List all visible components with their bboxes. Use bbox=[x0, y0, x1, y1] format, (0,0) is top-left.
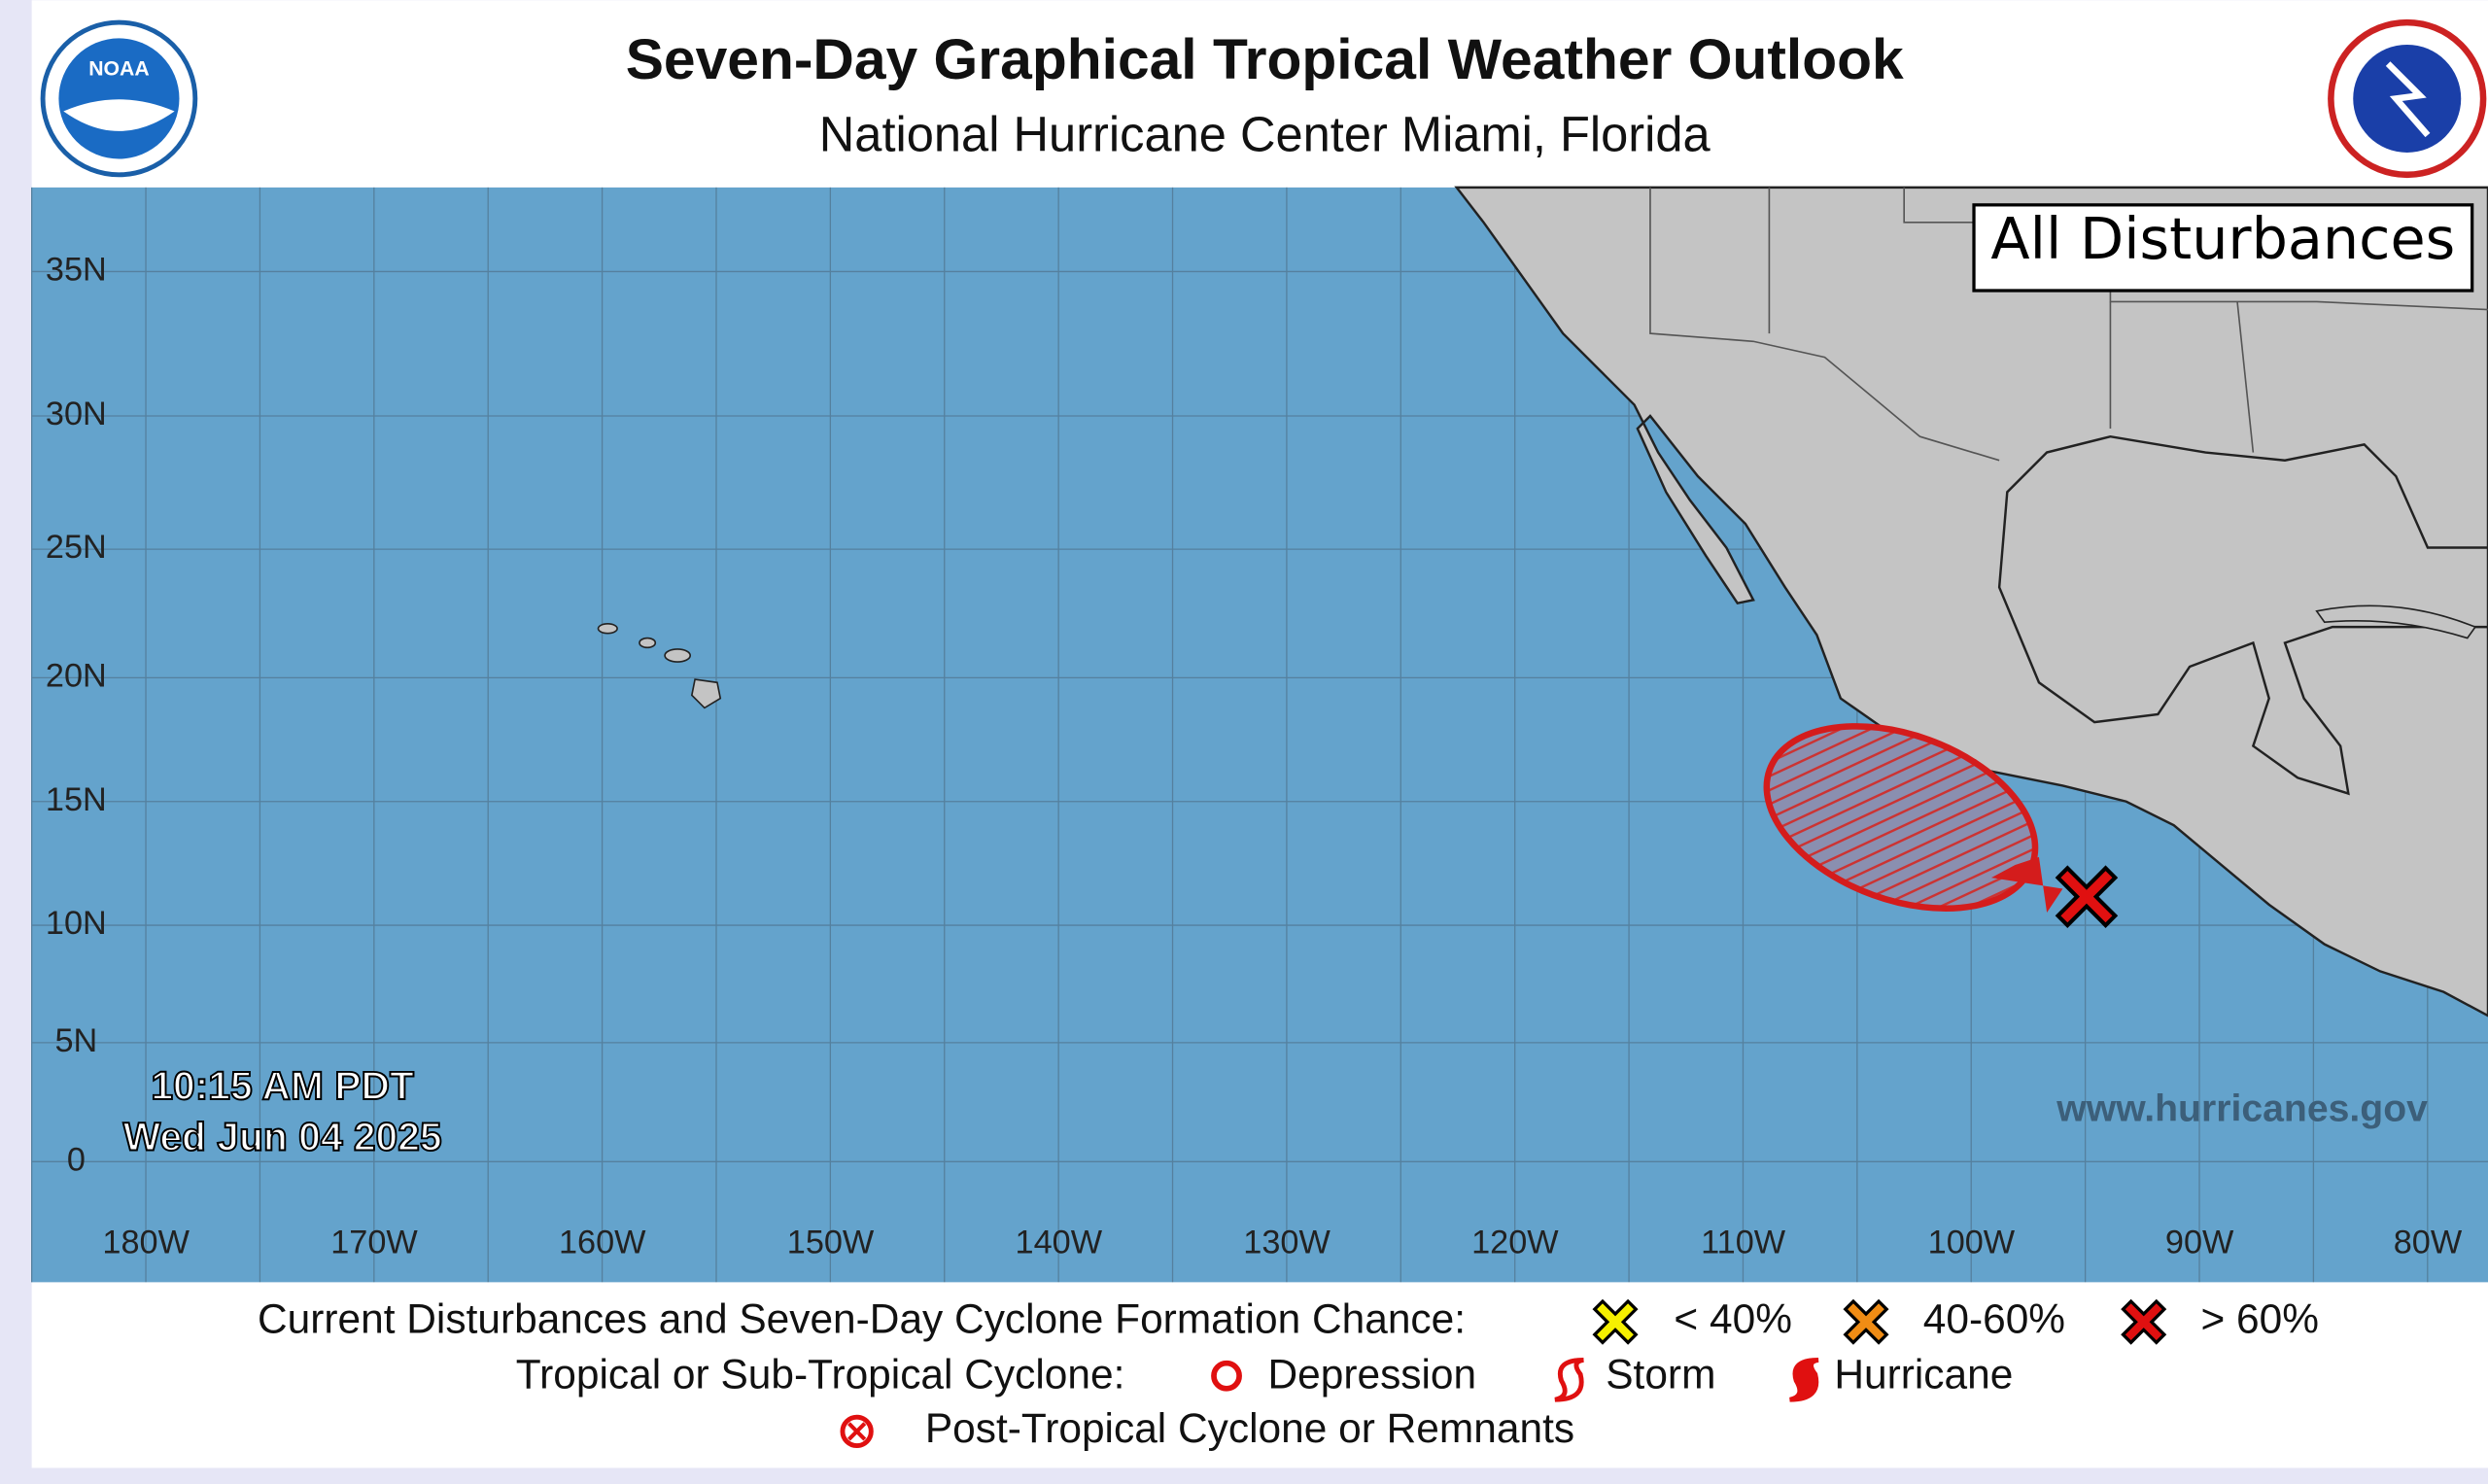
formation-chance: > 60% bbox=[2200, 1295, 2319, 1341]
lon-label: 90W bbox=[2165, 1224, 2234, 1260]
lon-label: 100W bbox=[1928, 1224, 2016, 1260]
legend-bg bbox=[31, 1282, 2488, 1468]
depression-icon bbox=[1211, 1360, 1242, 1392]
arrow bbox=[1990, 856, 2063, 914]
lat-label: 25N bbox=[46, 529, 107, 566]
lon-label: 150W bbox=[787, 1224, 875, 1260]
cyclone-type: Storm bbox=[1606, 1352, 1715, 1398]
svg-text:NOAA: NOAA bbox=[88, 58, 149, 81]
x-icon bbox=[1592, 1298, 1639, 1345]
cyclone-type: Hurricane bbox=[1834, 1352, 2013, 1398]
lat-label: 5N bbox=[54, 1022, 97, 1059]
noaa-logo: NOAA bbox=[40, 19, 198, 178]
subtitle: National Hurricane Center Miami, Florida bbox=[819, 107, 1711, 162]
lon-label: 140W bbox=[1016, 1224, 1103, 1260]
cuba bbox=[2315, 604, 2477, 639]
badge-box bbox=[1972, 203, 2474, 293]
x-icon bbox=[1843, 1298, 1889, 1345]
nws-logo bbox=[2328, 18, 2487, 179]
website: www.hurricanes.gov bbox=[2056, 1087, 2428, 1129]
lon-label: 110W bbox=[1701, 1224, 1786, 1260]
title: Seven-Day Graphical Tropical Weather Out… bbox=[626, 28, 1904, 91]
lon-label: 80W bbox=[2394, 1224, 2463, 1260]
legend-formation-label: Current Disturbances and Seven-Day Cyclo… bbox=[258, 1295, 1466, 1341]
cyclone-type: Depression bbox=[1267, 1352, 1476, 1398]
lat-label: 30N bbox=[46, 396, 107, 432]
hawaii bbox=[597, 623, 722, 709]
post-tropical-icon bbox=[840, 1414, 874, 1449]
timestamp-time: 10:15 AM PDT bbox=[151, 1063, 414, 1108]
lat-label: 10N bbox=[46, 905, 107, 942]
disturbance-x bbox=[2055, 865, 2119, 928]
lon-label: 130W bbox=[1243, 1224, 1330, 1260]
legend-cyclone-label: Tropical or Sub-Tropical Cyclone: bbox=[516, 1352, 1125, 1398]
x-icon bbox=[2121, 1298, 2167, 1345]
storm-icon bbox=[1554, 1357, 1584, 1402]
hurricane-icon bbox=[1789, 1357, 1819, 1402]
formation-chance: < 40% bbox=[1674, 1295, 1792, 1341]
lat-label: 20N bbox=[46, 657, 107, 694]
lat-label: 15N bbox=[46, 781, 107, 818]
formation-chance: 40-60% bbox=[1923, 1295, 2065, 1341]
lon-label: 180W bbox=[102, 1224, 190, 1260]
lat-label: 35N bbox=[46, 251, 107, 288]
legend-post-tropical: Post-Tropical Cyclone or Remnants bbox=[925, 1405, 1574, 1451]
badge: All Disturbances bbox=[1990, 205, 2455, 272]
timestamp-date: Wed Jun 04 2025 bbox=[123, 1114, 442, 1158]
header-bg bbox=[31, 0, 2488, 188]
lon-label: 120W bbox=[1471, 1224, 1559, 1260]
lat-label: 0 bbox=[67, 1141, 86, 1178]
land bbox=[1454, 186, 2488, 1018]
lon-label: 160W bbox=[559, 1224, 646, 1260]
lon-label: 170W bbox=[330, 1224, 418, 1260]
